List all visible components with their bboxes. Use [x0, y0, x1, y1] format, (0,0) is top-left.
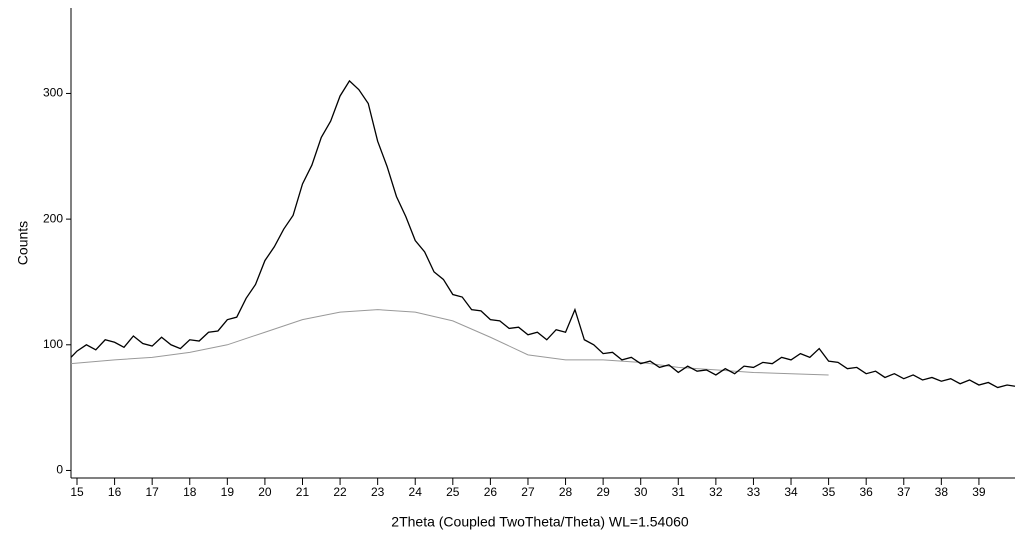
x-tick-label: 32 — [709, 485, 723, 499]
x-tick-label: 22 — [333, 485, 347, 499]
x-tick-label: 38 — [935, 485, 949, 499]
x-tick-label: 23 — [371, 485, 385, 499]
x-tick-label: 27 — [521, 485, 535, 499]
data-line — [70, 79, 1016, 389]
x-tick-label: 21 — [296, 485, 310, 499]
y-tick-label: 0 — [56, 463, 63, 477]
x-tick-label: 30 — [634, 485, 648, 499]
x-axis-title: 2Theta (Coupled TwoTheta/Theta) WL=1.540… — [391, 514, 689, 530]
x-tick-label: 29 — [596, 485, 610, 499]
x-tick-label: 34 — [784, 485, 798, 499]
x-tick-label: 36 — [860, 485, 874, 499]
y-tick-label: 200 — [43, 211, 63, 225]
x-tick-label: 28 — [559, 485, 573, 499]
x-tick-label: 26 — [484, 485, 498, 499]
x-tick-label: 35 — [822, 485, 836, 499]
x-tick-label: 15 — [70, 485, 84, 499]
data-line — [70, 309, 829, 376]
x-tick-label: 20 — [258, 485, 272, 499]
x-tick-label: 24 — [409, 485, 423, 499]
x-tick-label: 25 — [446, 485, 460, 499]
x-tick-label: 31 — [672, 485, 686, 499]
x-tick-label: 18 — [183, 485, 197, 499]
x-tick-label: 16 — [108, 485, 122, 499]
y-axis-title: Counts — [15, 221, 31, 265]
x-tick-label: 37 — [897, 485, 911, 499]
x-tick-label: 17 — [145, 485, 159, 499]
x-tick-label: 39 — [972, 485, 986, 499]
x-tick-label: 19 — [221, 485, 235, 499]
y-tick-label: 300 — [43, 86, 63, 100]
x-tick-label: 33 — [747, 485, 761, 499]
y-tick-label: 100 — [43, 337, 63, 351]
